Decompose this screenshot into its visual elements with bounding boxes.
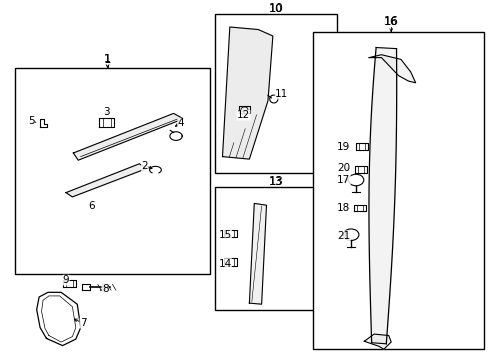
Text: 4: 4 <box>177 118 184 128</box>
Text: 9: 9 <box>62 275 69 285</box>
Polygon shape <box>249 203 266 304</box>
Text: 3: 3 <box>103 107 110 117</box>
Polygon shape <box>73 113 183 160</box>
Text: 1: 1 <box>103 53 111 66</box>
Text: 16: 16 <box>384 17 397 27</box>
Text: 13: 13 <box>269 177 283 187</box>
Polygon shape <box>368 55 415 83</box>
Text: 21: 21 <box>336 231 350 241</box>
Text: 15: 15 <box>218 230 231 240</box>
Bar <box>312 32 483 349</box>
Polygon shape <box>364 334 390 349</box>
Bar <box>215 14 337 173</box>
Text: 13: 13 <box>268 175 283 188</box>
Text: 6: 6 <box>88 201 95 211</box>
Text: 7: 7 <box>80 318 86 328</box>
Text: 11: 11 <box>274 89 288 99</box>
Text: 10: 10 <box>268 3 283 15</box>
Text: 12: 12 <box>236 110 250 120</box>
Text: 19: 19 <box>336 142 350 152</box>
Text: 17: 17 <box>336 175 350 185</box>
Text: 20: 20 <box>337 163 349 174</box>
Text: 5: 5 <box>28 116 35 126</box>
Text: 2: 2 <box>141 161 148 171</box>
Bar <box>215 187 332 310</box>
Text: 8: 8 <box>102 284 108 294</box>
Text: 18: 18 <box>336 203 350 213</box>
Text: 10: 10 <box>269 4 283 14</box>
Text: 16: 16 <box>383 15 398 28</box>
Text: 14: 14 <box>218 258 231 269</box>
Text: 1: 1 <box>104 54 111 64</box>
Polygon shape <box>222 27 272 159</box>
Polygon shape <box>66 164 146 197</box>
Bar <box>15 68 210 274</box>
